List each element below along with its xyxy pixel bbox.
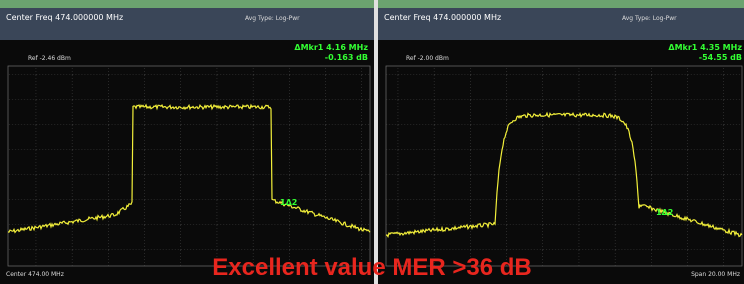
left-analyzer: Center Freq 474.000000 MHz Avg Type: Log… xyxy=(0,0,374,284)
title-strip xyxy=(0,0,374,8)
footer: Span 20.00 MHz xyxy=(691,271,740,278)
screenshot: Center Freq 474.000000 MHz Avg Type: Log… xyxy=(0,0,744,284)
center-freq: Center Freq 474.000000 MHz xyxy=(384,13,501,22)
marker-label: 1Δ2 xyxy=(656,208,673,217)
avg-type: Avg Type: Log-Pwr xyxy=(245,15,300,22)
marker-delta: ΔMkr1 4.16 MHz xyxy=(294,43,368,52)
footer: Center 474.00 MHz xyxy=(6,271,64,278)
center-freq: Center Freq 474.000000 MHz xyxy=(6,13,123,22)
plot-grid xyxy=(386,66,742,266)
marker-value: -0.163 dB xyxy=(325,53,368,62)
right-analyzer: Center Freq 474.000000 MHz Avg Type: Log… xyxy=(378,0,744,284)
marker-delta: ΔMkr1 4.35 MHz xyxy=(668,43,742,52)
overlay-caption: Excellent value MER >36 dB xyxy=(212,254,531,281)
plot-grid xyxy=(8,66,370,266)
divider xyxy=(374,0,378,284)
ref-level: Ref -2.46 dBm xyxy=(28,55,71,62)
marker-label: 1Δ2 xyxy=(280,198,297,207)
marker-value: -54.55 dB xyxy=(699,53,742,62)
avg-type: Avg Type: Log-Pwr xyxy=(622,15,677,22)
ref-level: Ref -2.00 dBm xyxy=(406,55,449,62)
title-strip xyxy=(378,0,744,8)
